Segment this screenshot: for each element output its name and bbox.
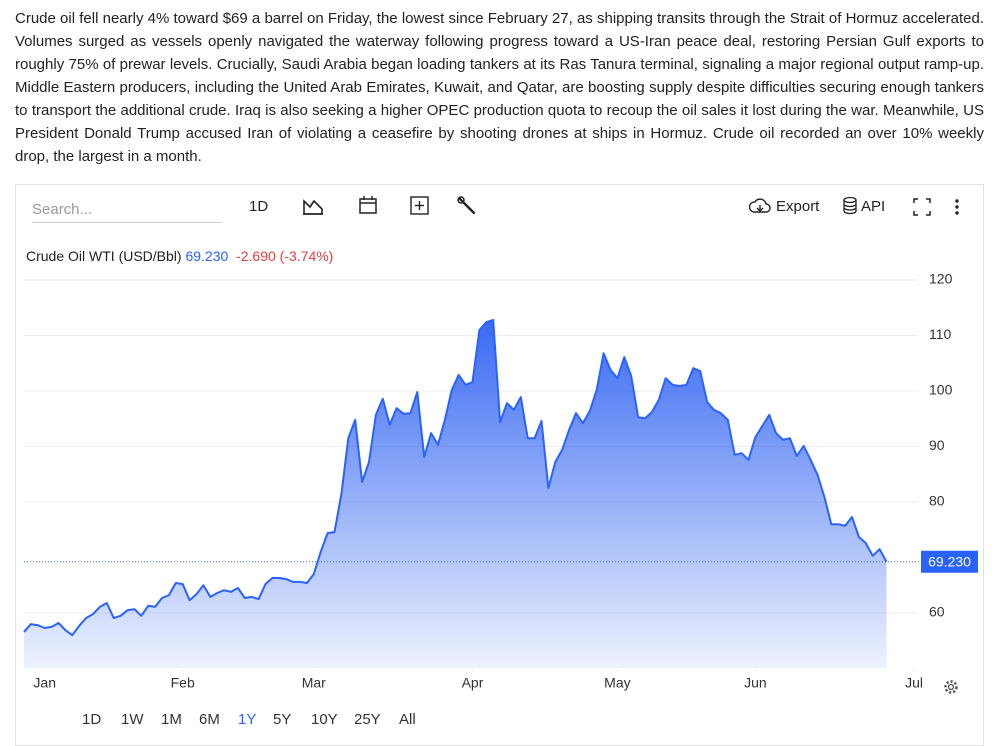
chart-type-icon[interactable]	[301, 195, 325, 217]
price-change: -2.690 (-3.74%)	[236, 248, 334, 264]
search-input[interactable]: Search...	[32, 199, 222, 223]
x-tick-label: Apr	[462, 675, 484, 691]
x-tick-label: Jul	[905, 675, 923, 691]
range-button[interactable]: 25Y	[354, 711, 381, 728]
range-button[interactable]: 10Y	[311, 711, 338, 728]
fullscreen-icon[interactable]	[912, 197, 932, 217]
article-text: Crude oil fell nearly 4% toward $69 a ba…	[15, 10, 984, 165]
y-tick-label: 90	[929, 437, 945, 453]
export-icon[interactable]	[749, 197, 771, 217]
x-tick-label: Mar	[302, 675, 326, 691]
api-icon[interactable]	[842, 196, 858, 216]
x-axis: Jan Feb Mar Apr May Jun Jul	[33, 670, 923, 691]
range-button[interactable]: 1M	[161, 711, 182, 728]
y-tick-label: 110	[929, 326, 952, 342]
add-indicator-icon[interactable]	[409, 195, 431, 217]
quote-header: Crude Oil WTI (USD/Bbl) 69.230 -2.690 (-…	[26, 248, 333, 264]
area-fill	[24, 320, 887, 669]
y-tick-label: 120	[929, 271, 953, 287]
instrument-name: Crude Oil WTI (USD/Bbl)	[26, 248, 182, 264]
range-button[interactable]: 1Y	[238, 711, 257, 728]
y-tick-label: 80	[929, 493, 945, 509]
range-button[interactable]: 5Y	[273, 711, 292, 728]
price-line	[23, 319, 888, 637]
axis-settings-icon[interactable]	[944, 680, 958, 694]
range-button[interactable]: 6M	[199, 711, 220, 728]
settings-wrench-icon[interactable]	[456, 195, 478, 217]
y-tick-label: 60	[929, 604, 945, 620]
y-tick-label: 100	[929, 382, 953, 398]
range-button[interactable]: All	[399, 711, 416, 728]
x-tick-label: May	[604, 675, 630, 691]
last-price-tag	[921, 550, 978, 573]
more-menu-icon[interactable]	[952, 197, 962, 217]
export-button[interactable]: Export	[776, 198, 820, 215]
last-price: 69.230	[185, 248, 229, 264]
x-tick-label: Feb	[171, 675, 195, 691]
range-button[interactable]: 1D	[82, 711, 102, 728]
calendar-icon[interactable]	[357, 194, 379, 216]
x-tick-label: Jun	[744, 675, 767, 691]
last-price-label: 69.230	[928, 553, 971, 569]
api-button[interactable]: API	[861, 198, 886, 215]
range-button[interactable]: 1W	[121, 711, 144, 728]
x-tick-label: Jan	[33, 675, 56, 691]
interval-button[interactable]: 1D	[249, 198, 269, 215]
